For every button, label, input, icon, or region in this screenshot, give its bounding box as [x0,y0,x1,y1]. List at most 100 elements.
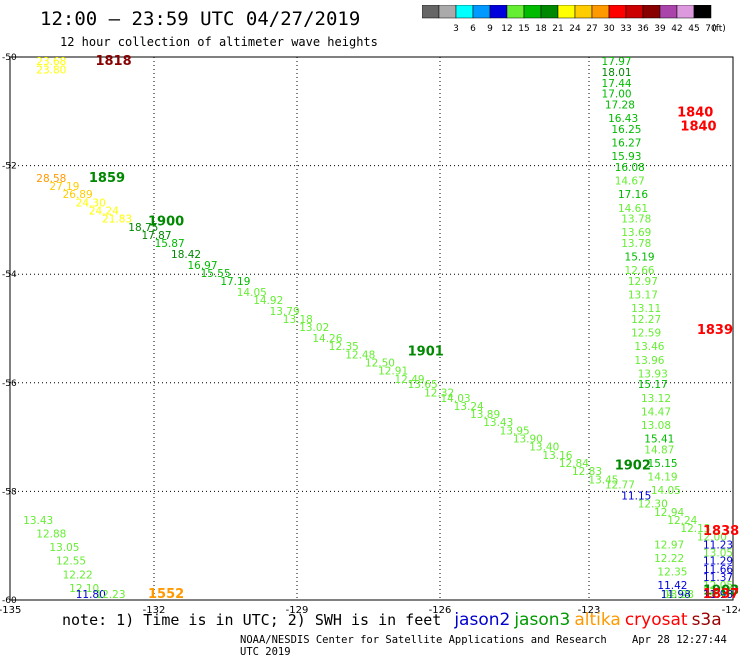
wave-height-label: 12.97 [628,276,658,288]
wave-height-label: 12.30 [638,499,668,511]
wave-height-label: 15.19 [625,252,655,264]
wave-height-label: 16.43 [608,113,638,125]
wave-height-label: 12.83 [572,466,602,478]
wave-height-label: 13.45 [588,474,618,486]
wave-height-label: 13.65 [408,379,438,391]
wave-height-label: 14.05 [651,485,681,497]
wave-height-label: 12.23 [95,589,125,601]
time-label: 1818 [95,54,131,69]
wave-height-label: 16.25 [611,124,641,136]
wave-height-label: 17.16 [618,189,648,201]
wave-height-label: 12.13 [680,523,710,535]
legend-label: 12 [501,24,512,34]
wave-height-label: 11.66 [703,564,733,576]
satellite-jason3: jason3 [514,610,571,630]
legend-label: 18 [535,24,547,34]
y-tick-label: -50 [2,53,17,63]
wave-height-label: 12.88 [36,529,66,541]
time-label: 1903 [703,584,739,599]
wave-height-label: 13.08 [641,420,671,432]
chart-subtitle: 12 hour collection of altimeter wave hei… [60,35,378,49]
wave-height-label: 13.78 [621,238,651,250]
wave-height-label: 13.43 [23,515,53,527]
wave-height-label: 11.42 [657,580,687,592]
legend-label: 45 [688,24,699,34]
y-tick-label: -56 [2,379,17,389]
wave-height-label: 14.03 [441,393,471,405]
wave-height-label: 12.10 [69,583,99,595]
x-tick-label: -129 [286,605,309,616]
wave-height-label: 26.89 [63,189,93,201]
wave-height-label: 24.24 [89,205,119,217]
wave-height-label: 16.27 [611,138,641,150]
time-label: 1837 [703,587,739,602]
wave-height-label: 13.18 [283,314,313,326]
y-tick-label: -54 [2,270,17,280]
time-label: 1552 [148,587,184,602]
legend-label: 36 [637,24,649,34]
wave-height-label: 13.95 [500,425,530,437]
legend-label: 21 [552,24,563,34]
time-label: 1838 [703,524,739,539]
wave-height-label: 24.30 [76,197,106,209]
wave-height-label: 17.97 [602,56,632,68]
legend-label: 70 [705,24,717,34]
wave-height-label: 14.61 [618,203,648,215]
time-label: 1840 [680,119,716,134]
satellite-jason2: jason2 [454,610,511,630]
wave-height-label: 14.54 [661,589,691,601]
note-text: note: 1) Time is in UTC; 2) SWH is in fe… [62,611,442,629]
time-label: 1901 [408,345,444,360]
wave-height-label: 13.69 [621,227,651,239]
wave-height-label: 12.32 [424,387,454,399]
wave-height-label: 13.11 [631,303,661,315]
wave-height-label: 17.28 [605,100,635,112]
wave-height-label: 12.22 [654,553,684,565]
wave-height-label: 12.35 [657,567,687,579]
satellite-cryosat: cryosat [624,610,688,630]
wave-height-label: 13.12 [641,393,671,405]
wave-height-label: 17.19 [220,276,250,288]
legend-label: 9 [487,24,493,34]
wave-height-label: 11.37 [703,572,733,584]
x-tick-label: -132 [143,605,166,616]
wave-height-label: 18.75 [128,222,158,234]
wave-height-label: 17.00 [602,89,632,101]
wave-height-label: 17.44 [602,78,632,90]
wave-height-label: 15.55 [201,268,231,280]
chart-title: 12:00 – 23:59 UTC 04/27/2019 [40,8,361,30]
wave-height-label: 15.87 [155,238,185,250]
plot-frame [9,56,734,601]
wave-height-label: 12.35 [329,341,359,353]
y-tick-label: -58 [2,487,17,497]
wave-height-label: 13.79 [270,306,300,318]
footer-note: note: 1) Time is in UTC; 2) SWH is in fe… [62,610,722,630]
credit-line: NOAA/NESDIS Center for Satellite Applica… [240,634,740,658]
wave-height-label: 16.08 [615,162,645,174]
legend-unit: (ft) [712,24,726,34]
wave-height-label: 13.43 [483,417,513,429]
legend-label: 15 [518,24,529,34]
wave-height-label: 12.49 [395,374,425,386]
wave-height-label: 13.02 [299,322,329,334]
legend-label: 6 [470,24,476,34]
wave-height-label: 13.05 [703,548,733,560]
legend-label: 3 [453,24,459,34]
satellite-s3a: s3a [691,610,722,630]
wave-height-label: 12.36 [703,586,733,598]
wave-height-label: 12.24 [667,515,697,527]
wave-height-label: 14.26 [312,333,342,345]
wave-height-label: 11.15 [621,491,651,503]
time-label: 1900 [148,214,184,229]
wave-height-label: 13.23 [664,589,694,601]
legend-label: 42 [671,24,682,34]
wave-height-label: 13.78 [621,214,651,226]
wave-height-label: 13.93 [638,368,668,380]
wave-height-label: 12.91 [378,366,408,378]
wave-height-label: 15.93 [611,151,641,163]
satellite-legend: jason2 jason3 altika cryosat s3a [450,610,722,630]
wave-height-label: 13.46 [634,341,664,353]
wave-height-label: 14.92 [253,295,283,307]
wave-height-label: 13.40 [529,442,559,454]
